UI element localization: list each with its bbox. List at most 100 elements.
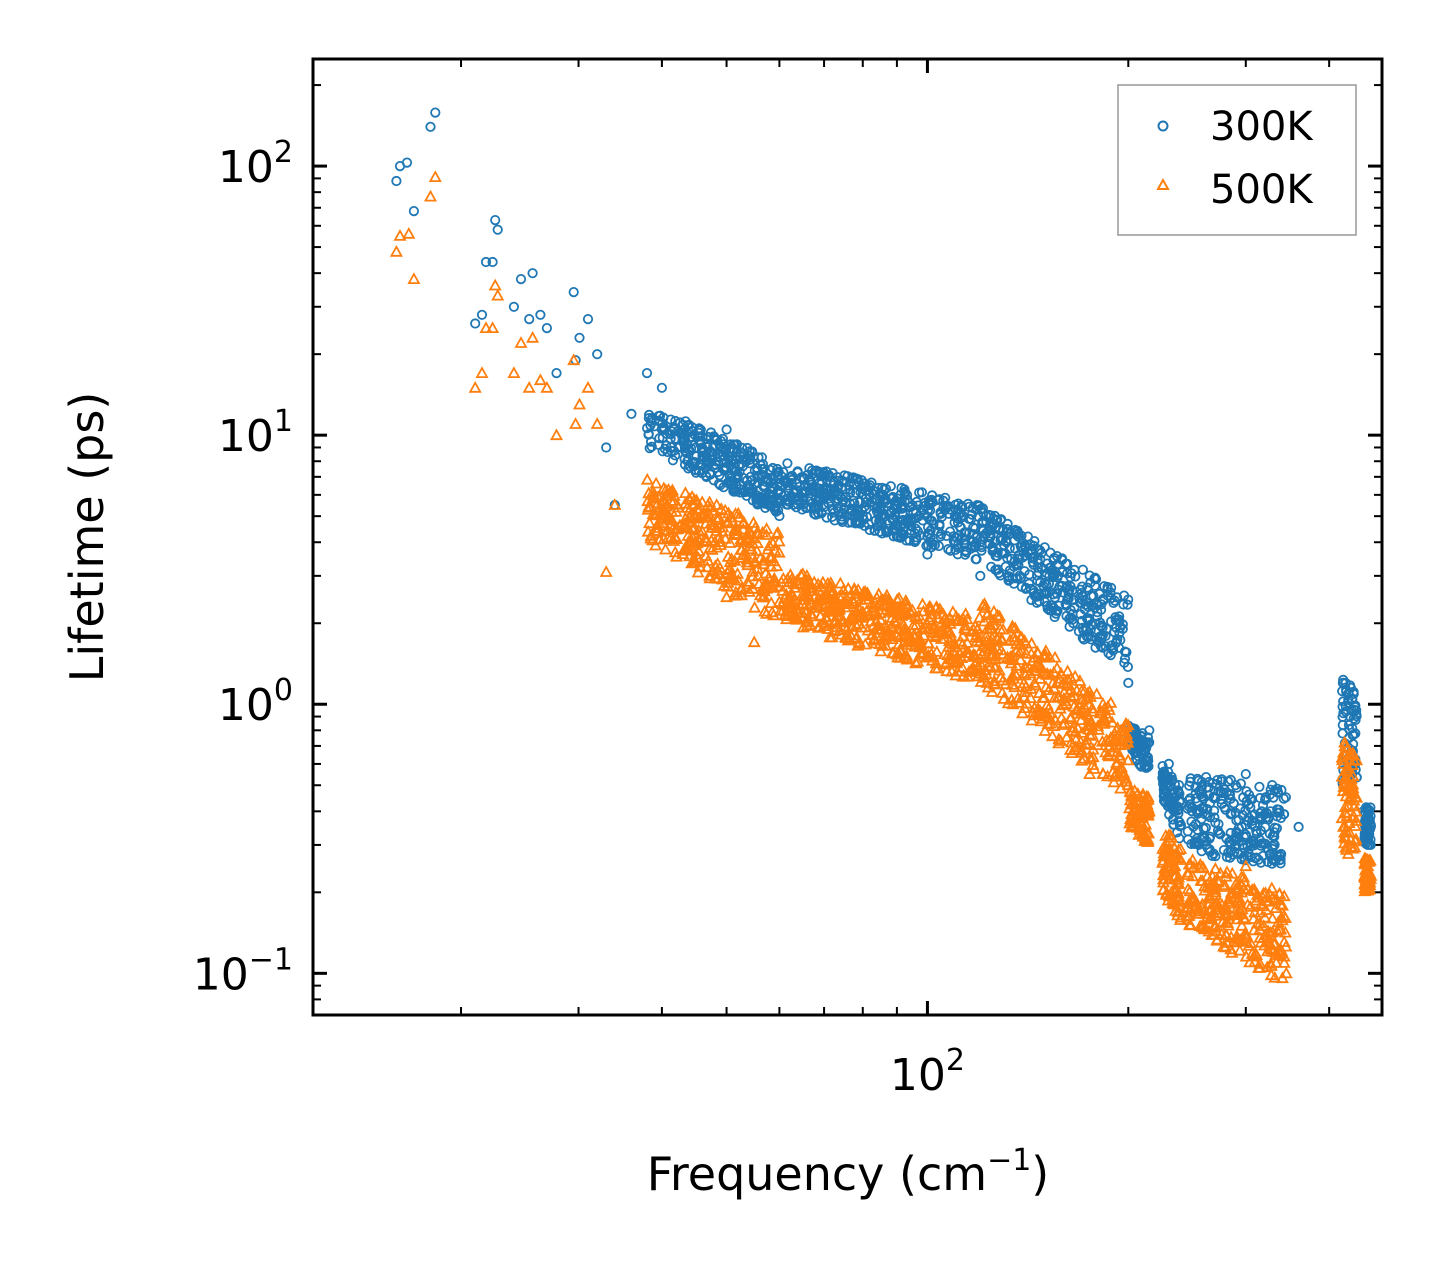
point-300k (744, 446, 755, 457)
point-500k (1185, 869, 1200, 882)
point-300k (490, 215, 501, 226)
point-300k (1205, 831, 1216, 842)
point-300k (887, 514, 898, 525)
point-500k (736, 522, 750, 535)
point-500k (718, 531, 732, 544)
point-300k (1157, 760, 1168, 772)
point-500k (832, 597, 846, 610)
point-300k (690, 442, 702, 453)
point-300k (1225, 793, 1236, 805)
point-300k (819, 489, 830, 500)
point-500k (475, 366, 489, 378)
point-500k (1341, 759, 1355, 772)
point-500k (1202, 891, 1216, 904)
point-500k (1008, 666, 1022, 679)
point-500k (1181, 865, 1195, 878)
point-300k (1080, 599, 1091, 610)
point-500k (920, 616, 934, 629)
point-500k (992, 611, 1006, 624)
point-500k (1105, 715, 1119, 728)
point-500k (811, 583, 825, 596)
point-300k (911, 532, 922, 543)
point-500k (1124, 785, 1138, 798)
point-300k (1008, 578, 1020, 589)
point-500k (1358, 869, 1372, 881)
point-500k (825, 584, 840, 596)
point-500k (1158, 839, 1172, 851)
point-500k (1069, 740, 1083, 752)
point-500k (1260, 944, 1275, 957)
point-300k (1190, 782, 1201, 793)
point-500k (1195, 874, 1210, 886)
point-500k (665, 504, 679, 517)
point-300k (975, 503, 987, 514)
point-500k (717, 578, 731, 591)
point-500k (1335, 753, 1350, 766)
point-500k (699, 534, 713, 547)
point-500k (990, 642, 1004, 654)
point-300k (897, 507, 908, 519)
point-500k (488, 278, 502, 291)
point-300k (976, 539, 987, 551)
point-500k (1075, 753, 1089, 766)
point-300k (1365, 821, 1377, 832)
point-500k (1233, 933, 1247, 945)
point-500k (1265, 881, 1279, 894)
point-500k (942, 634, 957, 647)
point-500k (1121, 718, 1135, 731)
point-500k (389, 244, 403, 257)
point-300k (889, 509, 901, 520)
point-500k (745, 542, 759, 555)
point-500k (937, 647, 951, 660)
point-300k (1063, 585, 1074, 596)
point-300k (953, 542, 965, 554)
point-300k (880, 493, 891, 505)
point-300k (1213, 827, 1225, 839)
point-300k (1065, 572, 1076, 583)
point-500k (856, 605, 870, 617)
point-500k (909, 610, 923, 623)
point-500k (1017, 676, 1031, 689)
point-300k (952, 512, 963, 524)
point-500k (1030, 645, 1044, 658)
point-500k (959, 646, 973, 658)
point-300k (1280, 792, 1292, 803)
point-300k (1218, 787, 1229, 799)
point-500k (1004, 673, 1018, 686)
point-500k (788, 593, 802, 605)
point-500k (662, 486, 676, 499)
point-500k (734, 582, 748, 595)
point-300k (1338, 677, 1349, 689)
point-500k (1358, 856, 1372, 868)
point-500k (1232, 891, 1246, 904)
point-300k (1225, 827, 1236, 839)
point-300k (1184, 801, 1195, 812)
point-300k (1235, 778, 1247, 789)
point-300k (747, 474, 758, 486)
point-500k (679, 543, 693, 556)
point-300k (515, 273, 527, 285)
point-500k (1067, 689, 1081, 701)
point-500k (522, 380, 536, 393)
point-500k (803, 592, 817, 605)
point-500k (920, 650, 934, 662)
point-500k (1090, 687, 1104, 700)
point-300k (1168, 819, 1179, 830)
point-500k (514, 336, 528, 348)
point-500k (1128, 784, 1142, 796)
point-500k (1017, 666, 1032, 679)
point-300k (1267, 830, 1279, 842)
point-300k (833, 475, 844, 486)
point-300k (959, 527, 970, 538)
point-500k (1107, 775, 1121, 788)
point-500k (649, 476, 663, 489)
point-300k (1364, 839, 1375, 850)
point-300k (1020, 582, 1032, 594)
point-500k (845, 607, 859, 620)
point-300k (1051, 605, 1062, 616)
point-500k (1230, 908, 1244, 920)
point-500k (922, 622, 936, 635)
point-500k (1258, 938, 1272, 951)
point-500k (902, 628, 917, 640)
point-500k (1338, 829, 1352, 842)
